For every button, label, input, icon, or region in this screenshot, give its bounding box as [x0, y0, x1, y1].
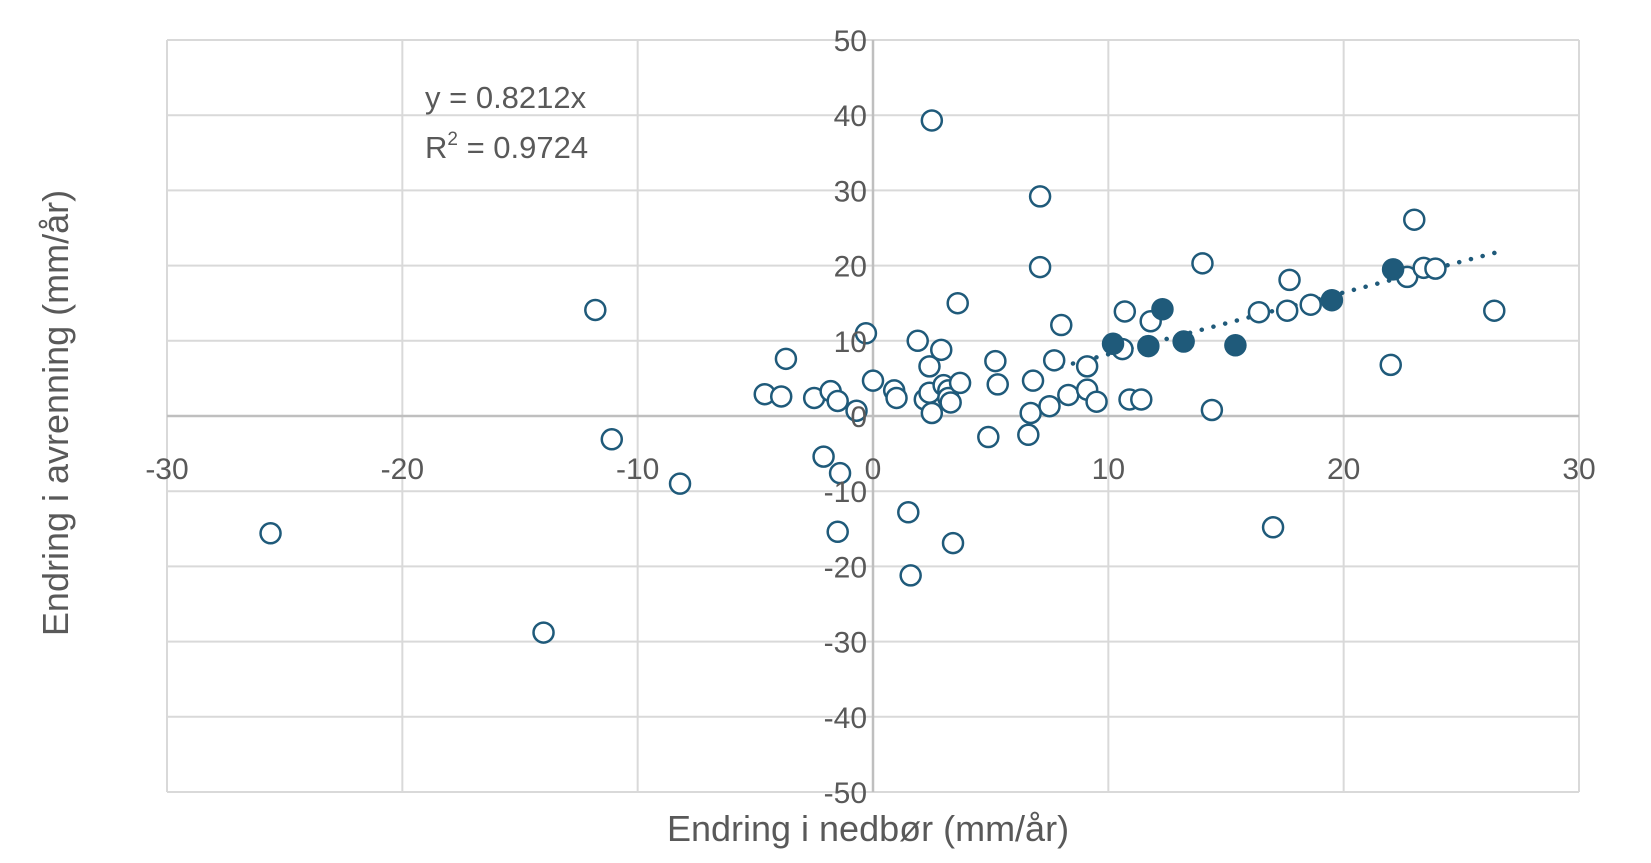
data-point-open	[826, 389, 849, 413]
y-tick-label: -10	[824, 476, 867, 509]
data-point-filled	[1137, 334, 1160, 358]
x-tick-label: -10	[616, 453, 659, 486]
x-tick-label: 20	[1327, 453, 1360, 486]
data-point-open	[977, 425, 1000, 449]
data-point-filled	[1151, 297, 1174, 321]
y-tick-label: -30	[824, 627, 867, 660]
data-point-open	[1278, 268, 1301, 292]
data-point-open	[1075, 355, 1099, 378]
y-tick-label: 0	[850, 401, 867, 434]
data-point-open	[986, 373, 1009, 396]
data-point-filled	[1101, 332, 1125, 356]
x-tick-label: -20	[381, 453, 424, 486]
r-squared-superscript: 2	[447, 129, 458, 150]
data-point-open	[1424, 257, 1447, 280]
data-point-open	[920, 109, 944, 132]
tick-labels-layer: -30 -20 -10 0 10 20 30-50-40-30-20-10010203040…	[145, 25, 1595, 810]
data-point-filled	[1172, 330, 1195, 353]
data-point-open	[929, 338, 953, 362]
y-tick-label: -50	[824, 777, 867, 810]
data-point-open	[885, 386, 908, 410]
data-point-open	[861, 369, 885, 392]
data-point-open	[1403, 208, 1426, 231]
data-point-open	[668, 472, 692, 495]
y-tick-label: 50	[834, 25, 867, 58]
y-tick-label: -40	[824, 702, 867, 735]
data-point-open	[1200, 398, 1224, 422]
data-point-open	[828, 461, 852, 485]
data-point-open	[1483, 299, 1506, 322]
data-point-open	[1275, 299, 1299, 322]
x-tick-label: 30	[1562, 453, 1595, 486]
data-point-open	[812, 445, 835, 468]
data-point-open	[1021, 369, 1045, 392]
y-tick-label: 40	[834, 100, 867, 133]
data-point-open	[600, 428, 624, 451]
data-point-filled	[1320, 288, 1344, 312]
y-axis-title: Endring i avrenning (mm/år)	[35, 190, 76, 636]
data-point-open	[1299, 293, 1322, 316]
x-tick-label: -30	[145, 453, 188, 486]
data-point-open	[1085, 390, 1108, 413]
data-point-open	[918, 355, 941, 378]
data-point-open	[1019, 401, 1042, 425]
data-point-open	[845, 399, 868, 422]
points-layer	[259, 109, 1506, 644]
r-squared-value: = 0.9724	[458, 130, 588, 165]
data-point-open	[259, 522, 282, 545]
y-tick-label: 20	[834, 251, 867, 284]
data-point-filled	[1224, 334, 1247, 357]
trendline-equation: y = 0.8212x	[425, 80, 587, 115]
axis-layer	[167, 40, 1579, 792]
data-point-open	[1028, 185, 1052, 208]
x-tick-label: 0	[865, 453, 882, 486]
data-point-open	[1191, 252, 1214, 275]
data-point-open	[906, 329, 929, 353]
data-point-filled	[1381, 258, 1405, 281]
data-point-open	[984, 349, 1007, 373]
y-tick-label: -20	[824, 551, 867, 584]
data-point-open	[774, 347, 798, 371]
x-tick-label: 10	[1092, 453, 1125, 486]
y-tick-label: 30	[834, 175, 867, 208]
data-point-open	[1130, 388, 1153, 411]
data-point-open	[1057, 383, 1080, 407]
data-point-open	[897, 501, 920, 524]
data-point-open	[939, 391, 962, 414]
data-point-open	[826, 520, 849, 544]
r-squared-label: R2 = 0.9724	[425, 129, 588, 165]
data-point-open	[532, 621, 555, 644]
data-point-open	[920, 401, 944, 425]
x-axis-title: Endring i nedbør (mm/år)	[667, 808, 1069, 849]
data-point-open	[1028, 255, 1052, 279]
data-point-open	[769, 385, 793, 408]
data-point-open	[1261, 516, 1285, 539]
data-point-open	[1017, 423, 1040, 447]
data-point-open	[854, 322, 878, 345]
data-point-open	[1379, 353, 1402, 377]
data-point-open	[1038, 394, 1061, 418]
data-point-open	[1247, 300, 1271, 324]
y-tick-label: 10	[834, 326, 867, 359]
data-point-open	[1113, 300, 1137, 323]
data-point-open	[948, 371, 972, 395]
data-point-open	[946, 291, 969, 315]
data-point-open	[1050, 313, 1073, 337]
data-point-open	[1042, 349, 1066, 372]
r-squared-prefix: R	[425, 130, 447, 165]
data-point-open	[584, 298, 607, 322]
data-point-open	[941, 531, 965, 555]
data-point-open	[899, 564, 922, 587]
